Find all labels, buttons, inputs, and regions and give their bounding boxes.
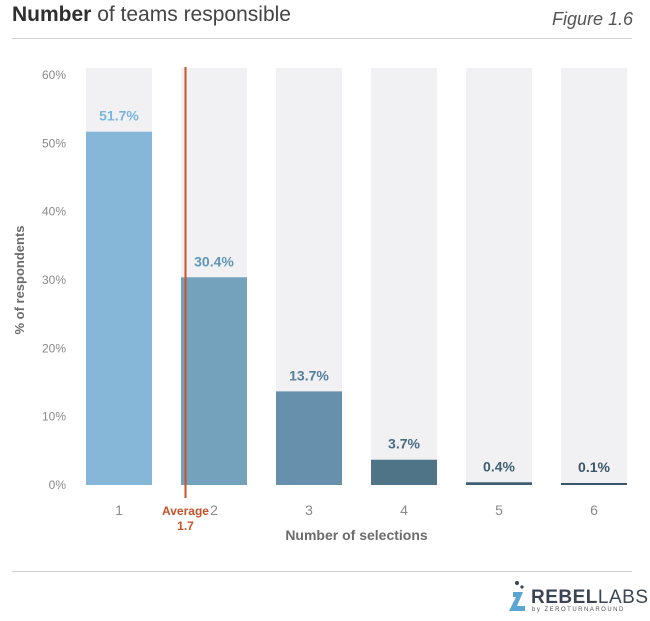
rebellabs-logo-icon [509, 581, 525, 611]
bar-track [466, 68, 532, 485]
bar [561, 483, 627, 485]
bar-value-label: 3.7% [388, 436, 420, 452]
bar-chart: 0%10%20%30%40%50%60%% of respondents51.7… [12, 67, 627, 543]
rebellabs-tagline: by ZEROTURNAROUND [532, 607, 625, 613]
bar-value-label: 30.4% [194, 253, 234, 269]
bar [86, 131, 152, 485]
x-tick-label: 2 [210, 502, 218, 518]
chart-title: Number of teams responsible [12, 3, 291, 27]
chart-title-rest: of teams responsible [91, 3, 291, 26]
y-tick-label: 30% [42, 273, 66, 287]
y-tick-label: 50% [42, 136, 66, 150]
y-tick-label: 0% [49, 478, 67, 492]
bar [371, 459, 437, 485]
chart-title-bold: Number [12, 3, 92, 26]
y-tick-label: 40% [42, 205, 66, 219]
bar-value-label: 51.7% [99, 108, 139, 124]
bar-value-label: 13.7% [289, 367, 329, 383]
y-tick-label: 10% [42, 410, 66, 424]
top-divider [12, 38, 632, 39]
x-tick-label: 6 [590, 502, 598, 518]
bar [466, 482, 532, 485]
bottom-divider [12, 571, 632, 572]
y-tick-label: 20% [42, 341, 66, 355]
y-axis-title: % of respondents [12, 225, 27, 334]
average-value: 1.7 [177, 519, 194, 533]
bar-track [371, 68, 437, 485]
y-tick-label: 60% [42, 68, 66, 82]
average-label: Average [162, 504, 209, 518]
bar-value-label: 0.1% [578, 459, 610, 475]
rebellabs-wordmark: REBELLABS [531, 587, 649, 608]
x-tick-label: 3 [305, 502, 313, 518]
bar [181, 277, 247, 485]
bar [276, 391, 342, 485]
x-tick-label: 1 [115, 502, 123, 518]
bar-value-label: 0.4% [483, 458, 515, 474]
x-tick-label: 4 [400, 502, 408, 518]
x-tick-label: 5 [495, 502, 503, 518]
x-axis-title: Number of selections [285, 527, 428, 543]
figure-label: Figure 1.6 [551, 9, 633, 29]
rebellabs-logo: REBELLABS by ZEROTURNAROUND [507, 578, 648, 618]
bar-track [561, 68, 627, 485]
